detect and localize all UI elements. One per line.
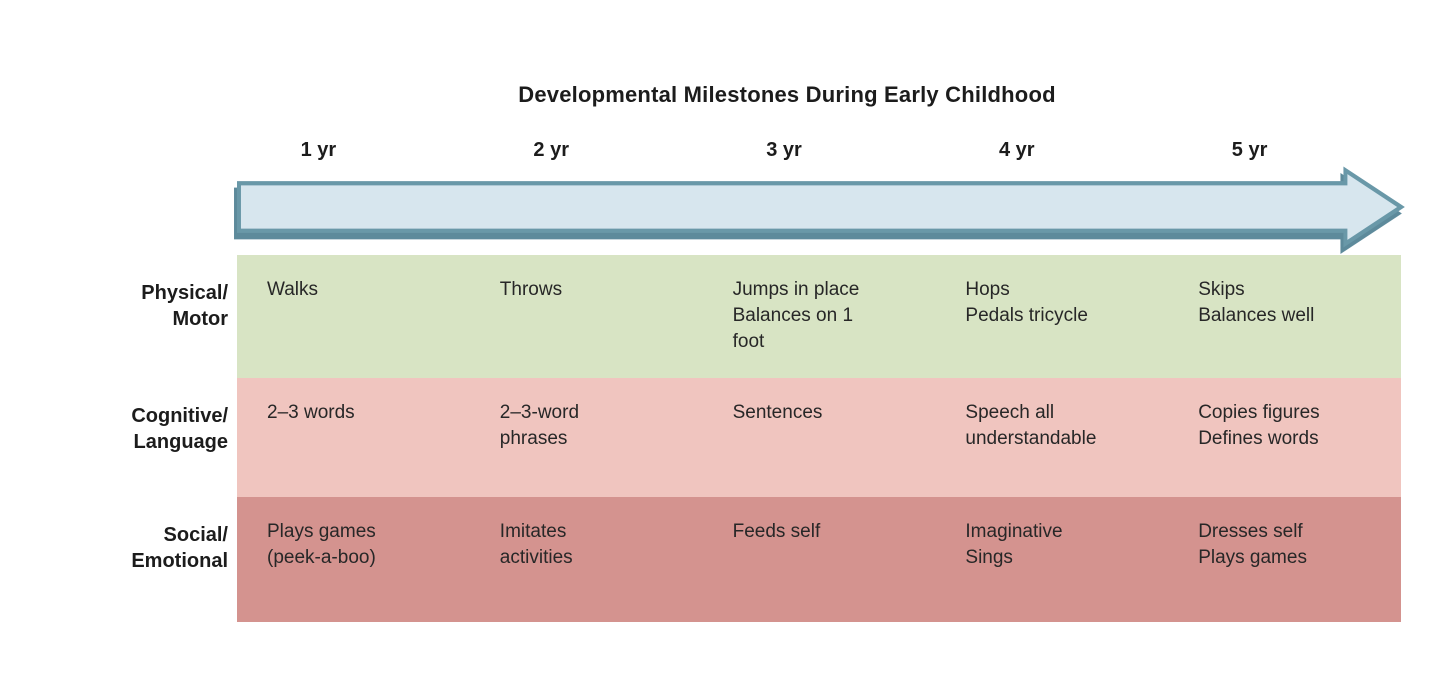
row-label-cognitive-language: Cognitive/ Language [131, 405, 228, 453]
right-arrow-icon [237, 166, 1405, 248]
milestone-cell: Speech all understandable [965, 402, 1097, 450]
row-label-physical-motor: Physical/ Motor [141, 282, 228, 330]
row-physical-motor: Physical/ Motor Walks Throws Jumps in pl… [63, 255, 1401, 378]
year-label-2: 2 yr [533, 139, 569, 161]
milestone-cell: Imaginative Sings [965, 521, 1063, 569]
milestone-cell: Dresses self Plays games [1198, 521, 1307, 569]
band-cognitive-language: 2–3 words 2–3-word phrases Sentences Spe… [237, 378, 1401, 497]
row-label-social-emotional: Social/ Emotional [131, 524, 228, 572]
milestone-table: Physical/ Motor Walks Throws Jumps in pl… [63, 255, 1401, 622]
row-social-emotional: Social/ Emotional Plays games (peek-a-bo… [63, 497, 1401, 622]
milestone-cell: Jumps in place Balances on 1 foot [732, 279, 860, 353]
milestone-cell: Skips Balances well [1198, 279, 1315, 327]
timeline-arrow [237, 166, 1407, 248]
milestone-cell: Plays games (peek-a-boo) [267, 521, 376, 569]
figure-title: Developmental Milestones During Early Ch… [518, 82, 1056, 107]
row-cognitive-language: Cognitive/ Language 2–3 words 2–3-word p… [63, 378, 1401, 497]
milestone-cell: 2–3-word phrases [499, 402, 580, 450]
year-label-5: 5 yr [1231, 139, 1268, 161]
milestone-cell: Throws [499, 279, 563, 300]
timeline-year-labels: 1 yr 2 yr 3 yr 4 yr 5 yr [202, 139, 1366, 162]
right-arrow-shape [237, 166, 1405, 248]
band-social-emotional: Plays games (peek-a-boo) Imitates activi… [237, 497, 1401, 622]
year-label-4: 4 yr [998, 139, 1035, 161]
milestone-cell: Sentences [732, 402, 823, 423]
year-label-1: 1 yr [300, 139, 337, 161]
milestone-cell: Hops Pedals tricycle [965, 279, 1088, 327]
milestone-cell: Feeds self [732, 521, 821, 542]
band-physical-motor: Walks Throws Jumps in place Balances on … [237, 255, 1401, 378]
milestone-cell: 2–3 words [267, 402, 355, 423]
year-label-3: 3 yr [766, 139, 802, 161]
milestone-cell: Walks [267, 279, 319, 300]
milestone-cell: Imitates activities [499, 521, 573, 569]
milestone-cell: Copies figures Defines words [1198, 402, 1320, 450]
